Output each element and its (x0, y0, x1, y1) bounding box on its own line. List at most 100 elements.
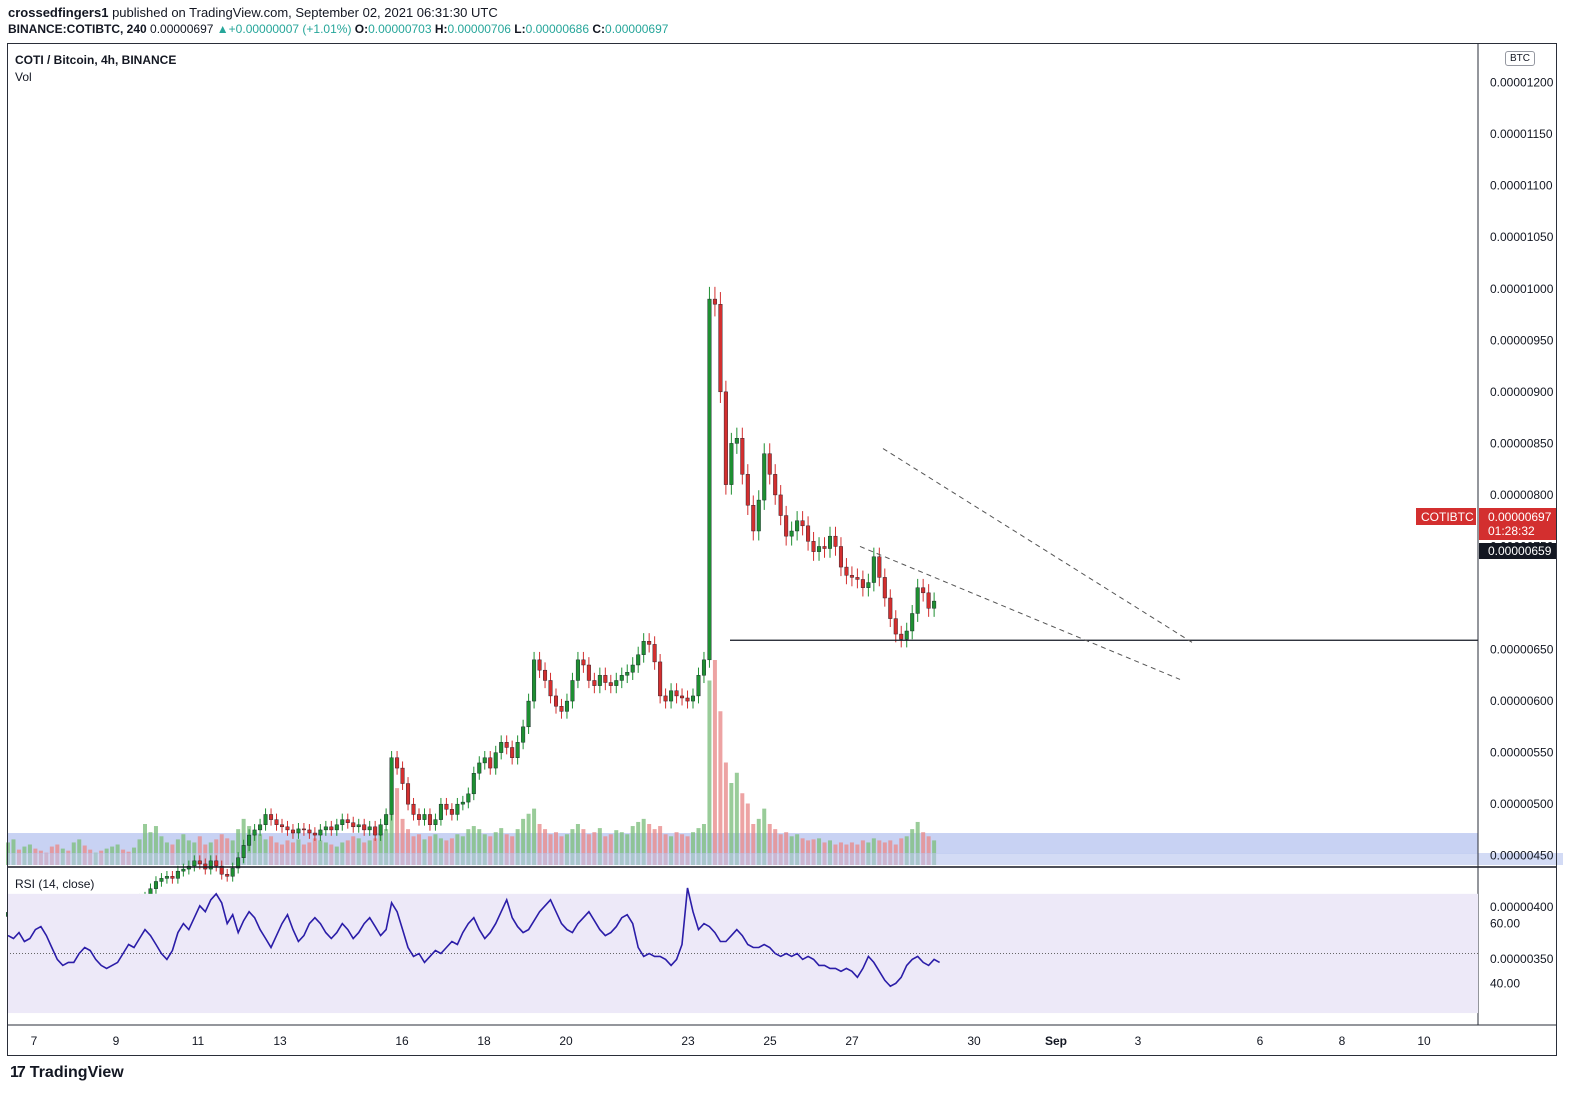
hline-price-tag: 0.00000659 (1488, 544, 1552, 558)
volume-bar (384, 829, 389, 865)
volume-bar (658, 826, 663, 865)
channel-upper-line[interactable] (882, 448, 1193, 643)
countdown-tag: 01:28:32 (1488, 524, 1535, 538)
volume-bar (701, 824, 706, 865)
price-tick-label: 0.00000950 (1490, 333, 1554, 347)
candle-body (652, 644, 657, 663)
candle-body (882, 577, 887, 599)
volume-bar (888, 840, 893, 865)
price-axis[interactable]: 0.00001200 0.00001150 0.00001100 0.00001050… (1490, 76, 1554, 966)
price-tick-label: 0.00001000 (1490, 282, 1554, 296)
candle-body (258, 824, 263, 831)
time-tick-label: 9 (113, 1034, 120, 1048)
rsi-line (7, 887, 940, 988)
volume-bar (455, 834, 460, 865)
volume-bar (471, 826, 476, 865)
volume-bar (915, 821, 920, 865)
candle-body (773, 474, 778, 496)
volume-bar (367, 840, 372, 865)
rsi-axis[interactable]: 60.00 40.00 (1490, 917, 1520, 991)
low-value: 0.00000686 (525, 22, 590, 36)
symbol-interval: BINANCE:COTIBTC, 240 (8, 22, 147, 36)
price-tick-label: 0.00000550 (1490, 746, 1554, 760)
volume-bar (795, 834, 800, 865)
volume-bar (559, 836, 564, 865)
volume-bar (723, 762, 728, 865)
volume-bar (417, 834, 421, 865)
current-price-tag: 0.00000697 (1488, 510, 1552, 524)
volume-bar (219, 834, 224, 865)
candle-body (570, 680, 575, 702)
volume-bar (926, 836, 931, 865)
candle-body (460, 801, 465, 805)
candle-body (285, 826, 290, 831)
volume-bar (532, 808, 537, 865)
time-axis[interactable]: 7 9 11 13 16 18 20 23 25 27 30 Sep 3 6 8 10 (31, 1034, 1431, 1048)
candle-body (608, 682, 613, 686)
volume-bar (252, 832, 257, 865)
candle-body (208, 860, 213, 870)
author-name[interactable]: crossedfingers1 (8, 5, 109, 20)
candle-body (455, 803, 460, 815)
candle-body (269, 814, 274, 820)
candle-body (932, 600, 937, 609)
candle-body (532, 659, 537, 702)
candle-body (340, 819, 345, 825)
volume-bar (597, 828, 602, 865)
volume-bar (778, 834, 783, 865)
candle-body (345, 819, 350, 823)
time-tick-label: 11 (192, 1034, 205, 1048)
volume-bar (186, 840, 191, 865)
volume-bar (932, 840, 937, 865)
volume-bar (510, 836, 515, 865)
candle-body (701, 659, 706, 676)
candle-body (159, 878, 164, 882)
candle-body (641, 641, 646, 655)
brand-footer[interactable]: 17 TradingView (10, 1064, 124, 1082)
volume-bar (406, 829, 411, 865)
price-tag-group: COTIBTC 0.00000697 01:28:32 0.00000659 (1416, 508, 1557, 559)
candle-body (581, 659, 586, 666)
candle-body (548, 680, 553, 697)
candle-body (745, 474, 750, 506)
candle-body (504, 742, 509, 748)
candle-body (170, 876, 175, 879)
candle-body (904, 630, 909, 640)
price-tick-label: 0.00001050 (1490, 230, 1554, 244)
candle-body (175, 870, 180, 879)
candle-body (564, 700, 569, 712)
candle-body (866, 582, 871, 588)
volume-bar (773, 829, 778, 865)
candle-body (877, 556, 882, 578)
candle-body (849, 575, 854, 578)
candle-body (236, 857, 241, 869)
volume-bar (806, 840, 811, 865)
candle-body (537, 659, 542, 671)
volume-bar (592, 832, 597, 865)
candle-body (674, 690, 679, 697)
symbol-tag: COTIBTC (1421, 510, 1474, 524)
candle-body (740, 438, 745, 475)
candle-body (153, 881, 158, 889)
candle-body (521, 726, 526, 743)
publisher-line: crossedfingers1 published on TradingView… (8, 5, 498, 20)
volume-legend: Vol (15, 70, 32, 84)
candle-body (685, 697, 690, 702)
candle-body (718, 304, 723, 393)
candle-body (828, 535, 833, 549)
volume-bar (674, 832, 679, 865)
volume-bar (258, 834, 263, 865)
candle-body (471, 773, 476, 795)
time-tick-label: Sep (1045, 1034, 1067, 1048)
volume-bar (175, 839, 180, 865)
volume-bar (345, 840, 350, 865)
price-tick-label: 0.00001200 (1490, 76, 1554, 90)
currency-badge[interactable]: BTC (1505, 51, 1535, 66)
time-tick-label: 8 (1339, 1034, 1346, 1048)
channel-lower-line[interactable] (859, 545, 1181, 680)
candle-body (756, 499, 761, 532)
volume-bar (433, 834, 438, 865)
candle-body (789, 530, 794, 537)
volume-bar (143, 824, 147, 865)
